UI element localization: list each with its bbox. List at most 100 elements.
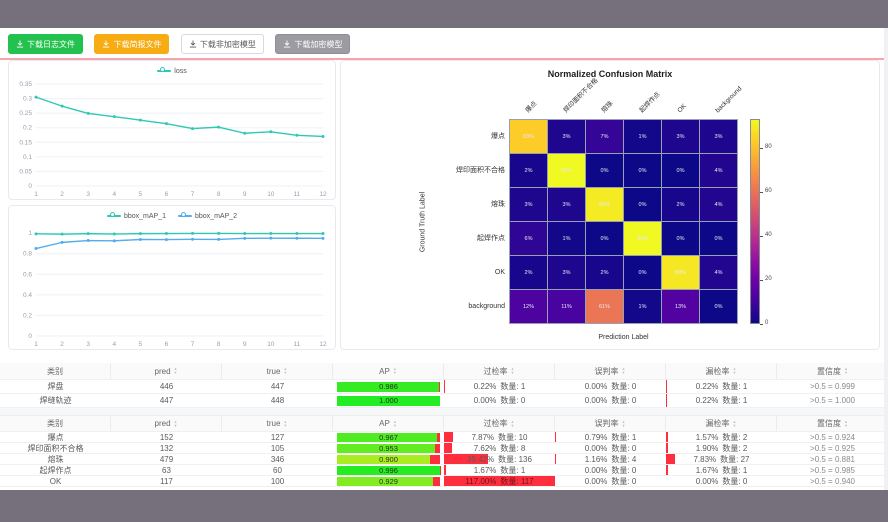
matrix-cell: 83% [510, 120, 547, 153]
sort-icon[interactable]: ▲ ▼ [732, 366, 737, 375]
svg-text:4: 4 [112, 341, 116, 348]
cell-confidence: >0.5 = 0.925 [810, 443, 855, 453]
column-header-1[interactable]: pred ▲ ▼ [111, 416, 222, 431]
ap-bar: 0.967 [337, 432, 440, 442]
bottom-bar [0, 490, 888, 522]
download-icon [102, 40, 110, 48]
legend-marker [157, 67, 172, 72]
download-log-button[interactable]: 下载日志文件 [8, 34, 83, 54]
column-header-1[interactable]: pred ▲ ▼ [111, 363, 222, 379]
download-report-button[interactable]: 下载简报文件 [94, 34, 170, 54]
column-label: 类别 [47, 366, 63, 376]
svg-text:9: 9 [243, 341, 247, 348]
column-header-7[interactable]: 置信度 ▲ ▼ [777, 416, 888, 431]
button-label: 下载加密模型 [294, 39, 343, 49]
svg-text:3: 3 [86, 191, 90, 198]
column-header-2[interactable]: true ▲ ▼ [222, 416, 333, 431]
sort-icon[interactable]: ▲ ▼ [510, 418, 515, 428]
matrix-cell: 90% [586, 188, 623, 221]
column-label: 漏检率 [705, 419, 730, 428]
matrix-row-label: OK [494, 269, 505, 276]
sort-icon[interactable]: ▲ ▼ [392, 366, 397, 375]
svg-text:11: 11 [294, 191, 301, 198]
column-header-0: 类别 [0, 416, 111, 431]
rate-bar [666, 465, 668, 475]
matrix-col-label: 起焊作点 [638, 90, 663, 115]
column-header-4[interactable]: 过检率 ▲ ▼ [444, 416, 555, 431]
colorbar-tick-label: 0 [765, 320, 769, 326]
svg-text:0.05: 0.05 [19, 168, 32, 175]
sort-icon[interactable]: ▲ ▼ [510, 366, 515, 375]
cell-true: 447 [270, 382, 285, 391]
sort-icon[interactable]: ▲ ▼ [392, 418, 397, 428]
svg-text:8: 8 [217, 191, 221, 198]
cell-pred: 479 [159, 454, 174, 464]
column-header-5[interactable]: 误判率 ▲ ▼ [555, 416, 666, 431]
matrix-cell: 4% [700, 154, 737, 187]
rate-bar [666, 432, 668, 442]
matrix-cell: 7% [586, 120, 623, 153]
sort-icon[interactable]: ▲ ▼ [844, 418, 848, 428]
download-plain-model-button[interactable]: 下载非加密模型 [180, 34, 264, 54]
column-header-5[interactable]: 误判率 ▲ ▼ [555, 363, 666, 379]
column-label: 过检率 [483, 366, 508, 376]
sort-icon[interactable]: ▲ ▼ [732, 418, 737, 428]
matrix-cell: 2% [662, 188, 699, 221]
svg-text:0.1: 0.1 [23, 154, 32, 161]
cell-class: 焊盘 [47, 382, 64, 391]
legend-item-bbox_mAP_1[interactable]: bbox_mAP_1 [106, 212, 166, 220]
cell-misjudge: 0.00% 数量: 0 [584, 476, 637, 486]
cell-true: 60 [273, 465, 282, 475]
colorbar-tick [760, 191, 763, 193]
svg-text:12: 12 [319, 191, 327, 198]
sort-icon[interactable]: ▲ ▼ [283, 418, 288, 428]
matrix-cell: 0% [586, 222, 623, 255]
column-label: 置信度 [817, 419, 842, 428]
cell-missdetect: 0.22% 数量: 1 [666, 380, 748, 393]
column-label: pred [154, 419, 171, 428]
sort-icon[interactable]: ▲ ▼ [621, 418, 626, 428]
table-row: OK 117 100 0.929 117.00% 数量: 117 0.00% 数量: 0 0… [0, 476, 888, 487]
svg-text:0.2: 0.2 [23, 312, 32, 319]
sort-icon[interactable]: ▲ ▼ [283, 366, 288, 375]
cell-missdetect: 0.00% 数量: 0 [695, 476, 748, 486]
svg-text:1: 1 [34, 341, 38, 348]
colorbar-tick [760, 147, 763, 149]
column-header-2[interactable]: true ▲ ▼ [222, 363, 333, 379]
column-header-6[interactable]: 漏检率 ▲ ▼ [666, 363, 777, 379]
svg-text:7: 7 [191, 341, 195, 348]
sort-icon[interactable]: ▲ ▼ [173, 366, 178, 375]
cell-class: 焊印面积不合格 [27, 443, 84, 453]
class-metrics-table: 类别 pred ▲ ▼ true ▲ ▼ AP ▲ ▼ 过检率 ▲ ▼ 误判率 ▲ ▼ 漏检率 ▲ ▼ 置信度 ▲ ▼ 爆点… [0, 416, 888, 487]
table-row: 焊盘 446 447 0.986 0.22% 数量: 1 0.00% 数量: 0 0.22%… [0, 380, 888, 394]
download-encrypted-model-button[interactable]: 下载加密模型 [275, 34, 351, 54]
sort-icon[interactable]: ▲ ▼ [621, 366, 626, 375]
table-row: 熔珠 479 346 0.900 39.42% 数量: 136 1.16% 数量: 4 7.… [0, 454, 888, 465]
column-label: 误判率 [594, 366, 619, 376]
legend-item-loss[interactable]: loss [157, 67, 187, 75]
matrix-cell: 13% [662, 290, 699, 323]
column-header-3[interactable]: AP ▲ ▼ [333, 363, 444, 379]
table-row: 焊印面积不合格 132 105 0.953 7.62% 数量: 8 0.00% 数量: 0… [0, 443, 888, 454]
column-header-3[interactable]: AP ▲ ▼ [333, 416, 444, 431]
scrollbar[interactable] [884, 28, 888, 490]
cell-misjudge: 0.00% 数量: 0 [584, 382, 637, 391]
charts-section: loss 0 0.05 0.1 0.15 0.2 0.25 0.3 0.35 1 2 3 4 5 6 7 8 9 1… [0, 60, 888, 352]
matrix-cell: 3% [662, 120, 699, 153]
sort-icon[interactable]: ▲ ▼ [173, 418, 178, 428]
table-row: 爆点 152 127 0.967 7.87% 数量: 10 0.79% 数量: 1 1.57… [0, 432, 888, 443]
sort-icon[interactable]: ▲ ▼ [844, 366, 848, 375]
legend-label: bbox_mAP_1 [123, 212, 166, 220]
legend-item-bbox_mAP_2[interactable]: bbox_mAP_2 [178, 212, 237, 220]
svg-text:0.3: 0.3 [23, 96, 32, 103]
svg-text:11: 11 [294, 341, 301, 348]
cell-overdetect: 0.00% 数量: 0 [473, 396, 526, 405]
download-icon [189, 40, 197, 48]
cell-overdetect: 0.22% 数量: 1 [444, 380, 526, 393]
column-header-7[interactable]: 置信度 ▲ ▼ [777, 363, 888, 379]
matrix-row-label: 熔珠 [491, 201, 505, 208]
column-header-4[interactable]: 过检率 ▲ ▼ [444, 363, 555, 379]
matrix-cell: 93% [548, 154, 585, 187]
cell-confidence: >0.5 = 0.985 [810, 465, 855, 475]
column-header-6[interactable]: 漏检率 ▲ ▼ [666, 416, 777, 431]
